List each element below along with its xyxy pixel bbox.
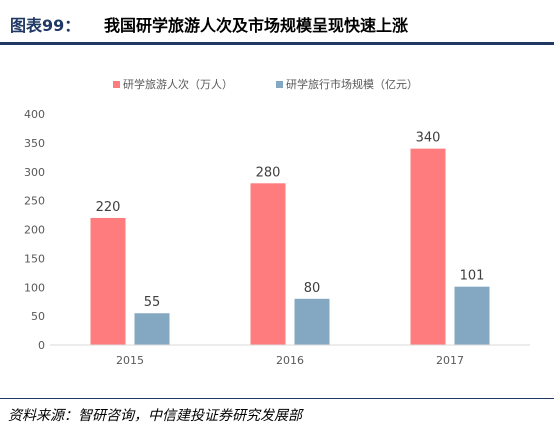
y-tick-label: 50: [31, 310, 45, 323]
title-divider: [0, 42, 554, 45]
legend-swatch: [276, 81, 283, 88]
bar-2016-series-1: [250, 183, 286, 345]
source-note: 资料来源：智研咨询，中信建投证券研究发展部: [8, 408, 302, 424]
figure-label: 图表99：: [10, 16, 81, 35]
x-tick-label: 2016: [276, 354, 304, 367]
bar-2015-series-2: [134, 313, 170, 345]
y-tick-label: 250: [24, 195, 45, 208]
y-tick-label: 200: [24, 224, 45, 237]
legend-swatch: [113, 81, 120, 88]
data-label: 280: [256, 165, 281, 180]
y-tick-label: 400: [24, 108, 45, 121]
y-tick-label: 100: [24, 281, 45, 294]
footer-divider: [0, 398, 554, 399]
x-tick-label: 2015: [116, 354, 144, 367]
data-label: 55: [144, 295, 161, 310]
bar-2016-series-2: [294, 298, 330, 345]
bar-2017-series-1: [410, 148, 446, 345]
y-tick-label: 150: [24, 252, 45, 265]
x-axis: 2015 2016 2017: [50, 344, 530, 367]
y-tick-label: 350: [24, 137, 45, 150]
data-label: 80: [304, 281, 321, 296]
bar-chart: 研学旅游人次（万人） 研学旅行市场规模（亿元） 0 50 100 150 200 250 30…: [24, 77, 530, 367]
title-bar: 图表99： 我国研学旅游人次及市场规模呈现快速上涨: [0, 0, 554, 42]
data-label: 101: [460, 269, 485, 284]
y-tick-label: 300: [24, 166, 45, 179]
legend-label: 研学旅游人次（万人）: [123, 77, 233, 91]
x-tick-label: 2017: [436, 354, 464, 367]
y-tick-label: 0: [38, 339, 45, 352]
bars: 220 55 280 80 340 101: [90, 131, 490, 345]
data-label: 220: [96, 200, 121, 215]
data-label: 340: [416, 131, 441, 146]
y-axis: 0 50 100 150 200 250 300 350 400: [24, 108, 45, 352]
bar-2017-series-2: [454, 286, 490, 345]
chart-title: 我国研学旅游人次及市场规模呈现快速上涨: [104, 16, 409, 35]
legend: 研学旅游人次（万人） 研学旅行市场规模（亿元）: [113, 77, 418, 91]
bar-2015-series-1: [90, 217, 126, 345]
legend-label: 研学旅行市场规模（亿元）: [286, 77, 418, 91]
